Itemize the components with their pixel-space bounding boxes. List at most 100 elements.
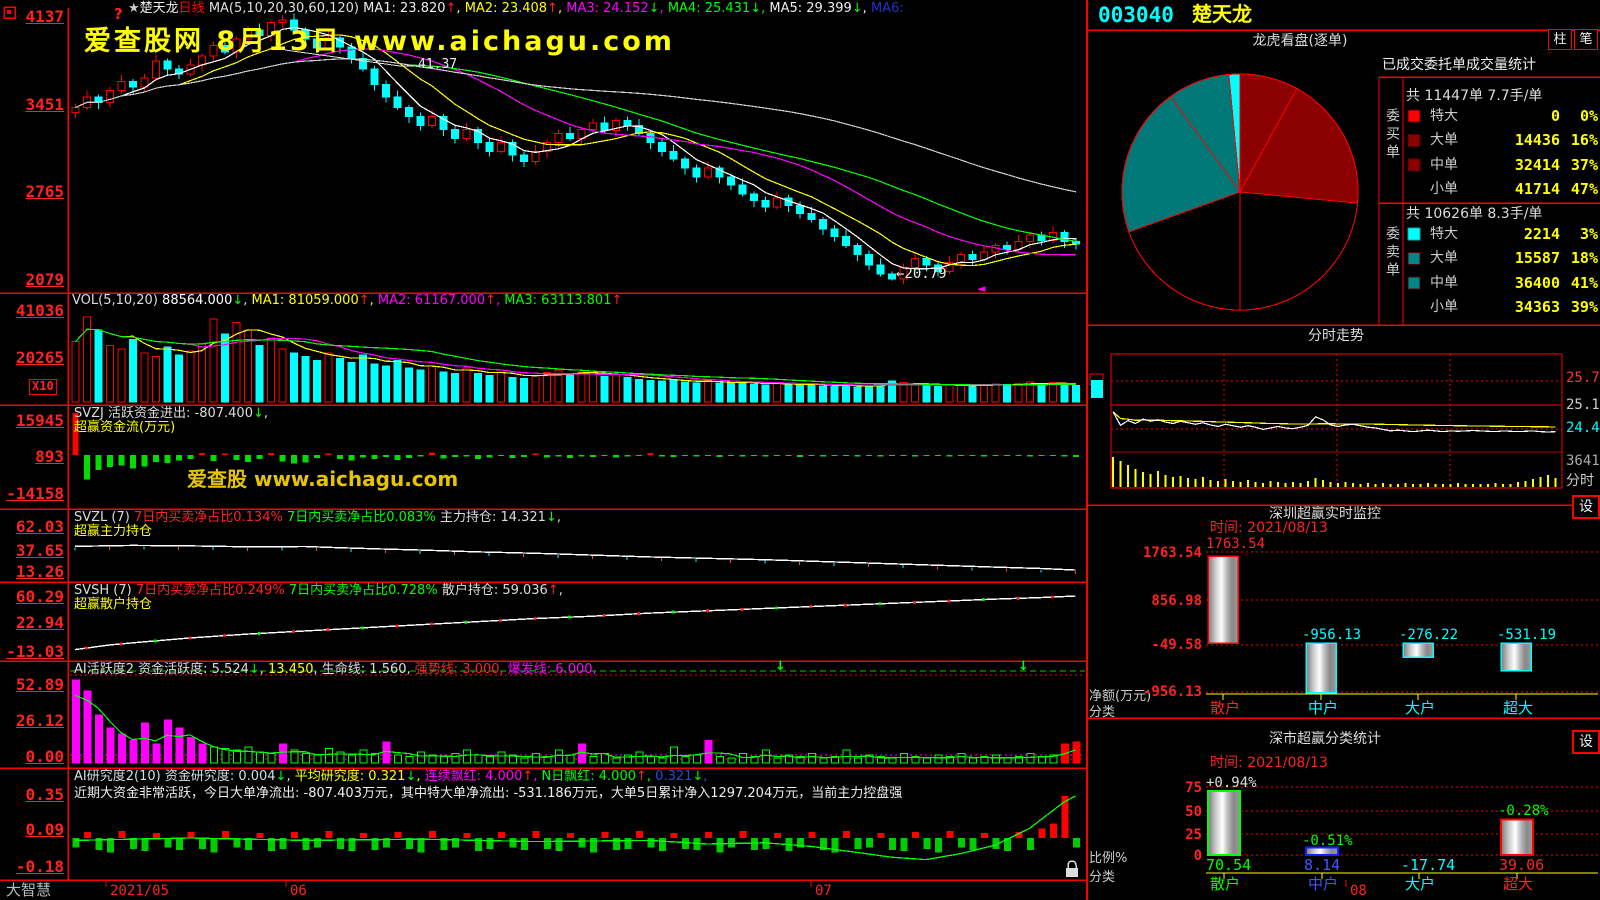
axis-label: 62.03 xyxy=(15,517,64,536)
axis-label: 22.94 xyxy=(15,613,64,632)
order-row-value: 2214 xyxy=(1523,225,1560,243)
axis-label: 20265 xyxy=(15,348,64,367)
classify-title: 深市超赢分类统计 xyxy=(1269,731,1381,747)
monitor-net-label: 净额(万元) xyxy=(1089,689,1152,704)
order-row-value: 14436 xyxy=(1514,131,1560,150)
scroll-left-icon[interactable]: ◄ xyxy=(977,282,986,295)
monitor-class-label: 分类 xyxy=(1089,705,1116,720)
order-row-pct: 18% xyxy=(1570,249,1598,268)
monitor-bar-value: -956.13 xyxy=(1302,627,1362,643)
order-row-value: 32414 xyxy=(1514,155,1560,174)
ai2-desc-text: 近期大资金非常活跃，今日大单净流出: -807.403万元，其中特大单净流出: … xyxy=(74,786,903,801)
stock-code: 003040 xyxy=(1098,3,1174,27)
monitor-axis-label: -49.58 xyxy=(1151,637,1202,653)
bar-mode-button[interactable]: 柱 xyxy=(1548,29,1572,50)
timeline-label: 08 xyxy=(1350,883,1367,899)
axis-label: 41036 xyxy=(15,301,64,320)
svzl-line1-text: SVZL (7) 7日内买卖净占比0.134% 7日内买卖净占比0.083% 主… xyxy=(74,510,561,525)
order-row-label: 特大 xyxy=(1430,108,1458,124)
intraday-axis-label: 25.75 xyxy=(1566,370,1600,386)
pie-panel-title: 龙虎看盘(逐单) xyxy=(1252,33,1348,49)
order-row-label: 特大 xyxy=(1430,226,1458,242)
classify-category: 中户 xyxy=(1308,875,1339,893)
help-icon[interactable]: ? xyxy=(114,5,123,23)
peak-annotation: 41.37 xyxy=(418,57,458,72)
vol-unit-box: X10 xyxy=(29,379,57,395)
order-row-pct: 41% xyxy=(1570,273,1598,292)
signal-down-arrow: ↓ xyxy=(1018,659,1029,674)
lock-icon xyxy=(1067,860,1077,868)
classify-axis-label: 75 xyxy=(1185,780,1202,796)
monitor-time: 时间: 2021/08/13 xyxy=(1210,520,1328,536)
axis-label: 4137 xyxy=(25,7,64,26)
order-row-value: 41714 xyxy=(1514,180,1560,199)
axis-label: 0.09 xyxy=(25,820,64,839)
axis-label: 0.00 xyxy=(25,747,64,766)
axis-label: 52.89 xyxy=(15,675,64,694)
classify-value-label: 39.06 xyxy=(1499,856,1545,874)
classify-pct-label: -0.51% xyxy=(1302,833,1353,849)
intraday-axis-label: 24.45 xyxy=(1566,420,1600,436)
ai2-line1-text: AI研究度2(10) 资金研究度: 0.004↓, 平均研究度: 0.321↓,… xyxy=(74,769,708,784)
monitor-category: 超大 xyxy=(1503,699,1534,717)
sell-summary: 共 10626单 8.3手/单 xyxy=(1406,206,1543,222)
svzl-line2-text: 超赢主力持仓 xyxy=(74,524,153,539)
brand-label: 大智慧 xyxy=(6,881,52,899)
intraday-title: 分时走势 xyxy=(1308,328,1364,344)
monitor-settings-button[interactable]: 设 xyxy=(1572,495,1600,519)
order-row-label: 中单 xyxy=(1430,156,1458,173)
pie-slice xyxy=(1228,73,1241,193)
order-row-pct: 16% xyxy=(1570,131,1598,150)
axis-label: 15945 xyxy=(15,411,64,430)
axis-label: 26.12 xyxy=(15,711,64,730)
axis-label: 13.26 xyxy=(15,562,64,581)
classify-category: 大户 xyxy=(1405,875,1436,893)
monitor-bar-value: -531.19 xyxy=(1497,627,1557,643)
order-row-value: 0 xyxy=(1550,107,1560,125)
timeline-label: 07 xyxy=(815,883,832,899)
svzj-line2-text: 超赢资金流(万元) xyxy=(74,420,176,435)
pie-slice xyxy=(1128,191,1241,311)
classify-category: 散户 xyxy=(1210,875,1241,893)
order-stats-title: 已成交委托单成交量统计 xyxy=(1382,57,1536,73)
order-row-label: 小单 xyxy=(1430,181,1458,198)
lock-icon xyxy=(1066,868,1078,877)
sell-side-label: 委卖单 xyxy=(1384,226,1400,280)
monitor-category: 散户 xyxy=(1210,699,1241,717)
axis-label: 3451 xyxy=(25,95,64,114)
classify-pct-label: -0.28% xyxy=(1498,803,1549,819)
order-row-label: 小单 xyxy=(1430,299,1458,316)
axis-label: 0.35 xyxy=(25,785,64,804)
classify-category: 超大 xyxy=(1503,875,1534,893)
kline-segments-text: ★楚天龙日线 MA(5,10,20,30,60,120) MA1: 23.820… xyxy=(128,1,904,16)
pie-slice xyxy=(1121,95,1241,233)
classify-settings-button[interactable]: 设 xyxy=(1572,730,1600,754)
monitor-bar-value: -276.22 xyxy=(1399,627,1459,643)
axis-label: -13.03 xyxy=(6,642,64,661)
axis-label: 60.29 xyxy=(15,587,64,606)
timeline-label: 06 xyxy=(290,883,307,899)
trough-annotation: ←20.79 xyxy=(896,266,947,282)
tick-mode-button[interactable]: 笔 xyxy=(1574,29,1598,50)
order-row-value: 36400 xyxy=(1514,273,1560,292)
classify-axis-label: 0 xyxy=(1193,848,1202,864)
monitor-axis-label: 1763.54 xyxy=(1142,545,1202,561)
axis-label: -14158 xyxy=(6,484,64,503)
timeline-label: 2021/05 xyxy=(110,883,170,899)
order-row-pct: 39% xyxy=(1570,298,1598,317)
classify-value-label: 70.54 xyxy=(1206,856,1252,874)
order-row-value: 34363 xyxy=(1514,298,1560,317)
intraday-vol-label: 3641 xyxy=(1566,453,1600,469)
order-row-label: 中单 xyxy=(1430,274,1458,291)
intraday-axis-label: 25.10 xyxy=(1566,397,1600,413)
intraday-unit-label: 分时 xyxy=(1566,473,1594,489)
axis-label: 2079 xyxy=(25,270,64,289)
axis-label: 2765 xyxy=(25,182,64,201)
monitor-axis-label: -956.13 xyxy=(1142,684,1202,700)
monitor-title: 深圳超赢实时监控 xyxy=(1269,506,1381,522)
ai1-line1-text: AI活跃度2 资金活跃度: 5.524↓, 13.450, 生命线: 1.560… xyxy=(74,662,597,677)
watermark-main: 爱查股网 8月13日 www.aichagu.com xyxy=(84,26,675,57)
classify-value-label: -17.74 xyxy=(1401,856,1456,874)
order-row-pct: 3% xyxy=(1579,225,1598,243)
